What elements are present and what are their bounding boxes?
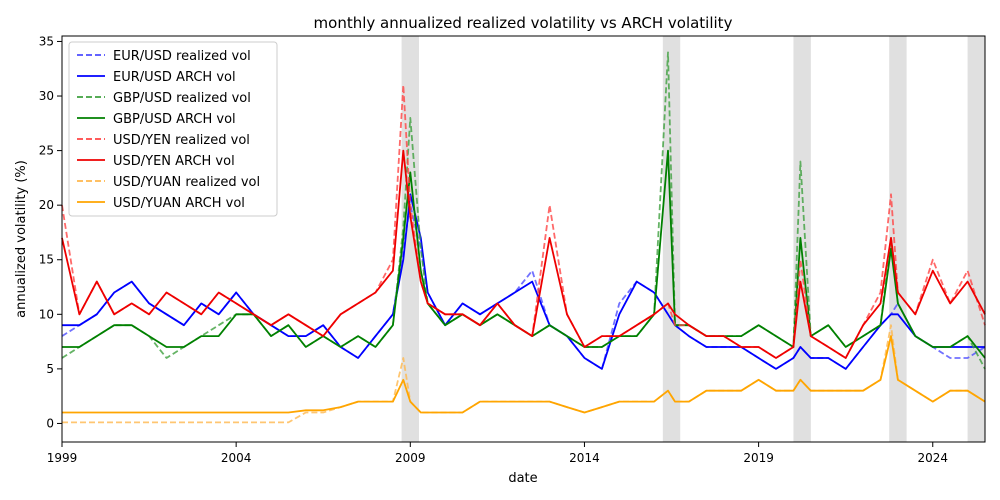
shaded-periods xyxy=(401,36,985,442)
series-line-5 xyxy=(61,149,986,359)
y-tick-label-5: 25 xyxy=(39,144,54,158)
series-line-6 xyxy=(62,324,986,424)
legend-label-2: GBP/USD realized vol xyxy=(113,91,251,106)
x-tick-label-2: 2009 xyxy=(395,451,426,465)
y-axis: 0 5 10 15 20 25 30 35 xyxy=(39,34,62,430)
legend-label-4: USD/YEN realized vol xyxy=(113,133,250,148)
x-tick-label-4: 2019 xyxy=(743,451,774,465)
x-tick-label-5: 2024 xyxy=(917,451,948,465)
x-axis-label: date xyxy=(508,471,537,486)
shaded-period-2 xyxy=(793,36,811,442)
x-axis: 1999 2004 2009 2014 2019 2024 xyxy=(47,442,948,465)
y-tick-label-0: 0 xyxy=(46,416,54,430)
x-tick-label-3: 2014 xyxy=(569,451,600,465)
legend-label-3: GBP/USD ARCH vol xyxy=(113,112,236,127)
chart-title: monthly annualized realized volatility v… xyxy=(314,14,733,32)
plot-frame xyxy=(61,35,986,443)
y-tick-label-4: 20 xyxy=(39,198,54,212)
x-tick-label-0: 1999 xyxy=(47,451,78,465)
series-lines xyxy=(61,51,986,424)
legend-label-1: EUR/USD ARCH vol xyxy=(113,70,236,85)
x-tick-label-1: 2004 xyxy=(221,451,252,465)
y-tick-label-2: 10 xyxy=(39,307,54,321)
legend-label-5: USD/YEN ARCH vol xyxy=(113,154,235,169)
y-tick-label-3: 15 xyxy=(39,253,54,267)
legend-box xyxy=(68,41,278,217)
y-tick-label-1: 5 xyxy=(46,362,54,376)
legend-label-6: USD/YUAN realized vol xyxy=(113,175,260,190)
legend-label-7: USD/YUAN ARCH vol xyxy=(113,196,245,211)
legend: EUR/USD realized vol EUR/USD ARCH vol GBP/… xyxy=(68,41,278,217)
y-axis-label: annualized volatility (%) xyxy=(14,160,29,318)
y-tick-label-7: 35 xyxy=(39,34,54,48)
series-line-7 xyxy=(62,335,986,414)
legend-label-0: EUR/USD realized vol xyxy=(113,49,251,64)
shaded-period-4 xyxy=(967,36,985,442)
y-tick-label-6: 30 xyxy=(39,89,54,103)
